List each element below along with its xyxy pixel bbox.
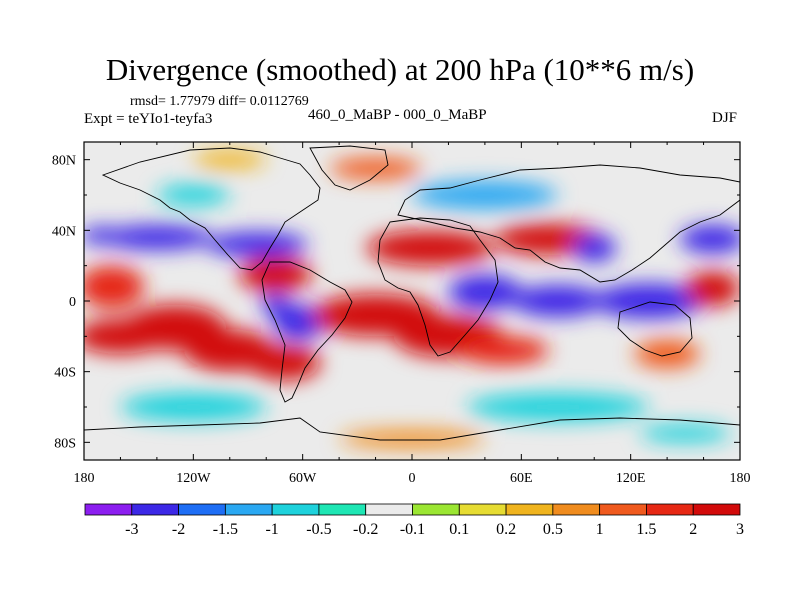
colorbar-label: -1.5 (213, 521, 238, 538)
field-blob-29 (639, 424, 731, 443)
field-blob-10 (248, 345, 321, 381)
coast-north-america (101, 147, 321, 271)
chart-title: Divergence (smoothed) at 200 hPa (10**6 … (105, 52, 695, 87)
colorbar-swatch (224, 503, 273, 516)
field-blob-4 (102, 225, 212, 250)
field-blob-17 (512, 285, 604, 317)
colorbar-swatch (318, 503, 367, 516)
y-tick-label: 40N (52, 224, 76, 239)
chart-subtitle: 460_0_MaBP - 000_0_MaBP (308, 107, 487, 123)
field-blob-25 (120, 392, 267, 422)
colorbar: -3 -2 -1.5 -1 -0.5 -0.2 -0.1 0.1 0.2 0.5 1 1.5 2 3 (84, 503, 744, 538)
colorbar-label: 0.5 (543, 521, 563, 538)
colorbar-swatch (646, 503, 694, 516)
x-tick-label: 180 (74, 471, 95, 486)
colorbar-label: -1 (265, 521, 278, 538)
colorbar-label: 2 (689, 521, 697, 538)
field-blob-6 (206, 232, 309, 257)
coast-greenland (309, 145, 389, 191)
colorbar-swatch (84, 503, 133, 516)
x-tick-label: 60E (510, 471, 533, 486)
x-tick-label: 180 (730, 471, 751, 486)
colorbar-swatch (412, 503, 460, 516)
colorbar-label: 0.2 (496, 521, 516, 538)
colorbar-label: 3 (736, 521, 744, 538)
y-tick-label: 80S (54, 436, 76, 451)
stats-line: rmsd= 1.77979 diff= 0.0112769 (130, 94, 309, 109)
field-blob-18 (594, 283, 704, 319)
colorbar-label: -0.2 (353, 521, 378, 538)
y-tick-label: 40S (54, 366, 76, 381)
field-blob-23 (156, 184, 230, 206)
heatmap-field (84, 142, 740, 460)
field-blob-21 (457, 336, 549, 365)
colorbar-label: 1 (596, 521, 604, 538)
field-blob-13 (366, 230, 494, 266)
colorbar-swatch (365, 503, 413, 516)
field-blob-22 (634, 339, 700, 369)
colorbar-label: 0.1 (449, 521, 469, 538)
field-blob-16 (448, 274, 522, 310)
y-axis: 80N 40N 0 40S 80S (52, 154, 740, 451)
colorbar-label: -3 (125, 521, 138, 538)
colorbar-label: -0.1 (400, 521, 425, 538)
x-tick-label: 60W (289, 471, 317, 486)
blob-group (84, 150, 740, 448)
coast-australia (617, 301, 693, 357)
colorbar-label: 1.5 (636, 521, 656, 538)
colorbar-swatch (178, 503, 226, 516)
colorbar-swatch (692, 503, 741, 516)
coast-antarctica (84, 417, 740, 441)
field-blob-30 (193, 150, 267, 169)
colorbar-label: -2 (172, 521, 185, 538)
y-tick-label: 80N (52, 154, 76, 169)
coastlines (84, 145, 740, 441)
colorbar-swatch (271, 503, 320, 516)
field-blob-5 (84, 226, 125, 245)
colorbar-swatch (505, 503, 554, 516)
x-tick-label: 0 (409, 471, 416, 486)
field-blob-0 (84, 265, 145, 309)
coast-eurasia (397, 164, 740, 283)
field-blob-27 (330, 157, 422, 180)
y-tick-label: 0 (69, 295, 76, 310)
field-blob-24 (412, 180, 558, 210)
experiment-label: Expt = teYIo1-teyfa3 (84, 111, 213, 127)
colorbar-swatch (131, 503, 179, 516)
field-blob-9 (273, 304, 325, 340)
colorbar-label: -0.5 (306, 521, 331, 538)
coast-south-america (261, 261, 353, 403)
colorbar-swatch (552, 503, 601, 516)
x-axis: 180 120W 60W 0 60E 120E 180 (74, 142, 751, 486)
field-blob-19 (679, 225, 740, 254)
field-blob-15 (572, 233, 617, 263)
colorbar-swatch (458, 503, 507, 516)
x-tick-label: 120W (176, 471, 211, 486)
x-tick-label: 120E (616, 471, 646, 486)
season-label: DJF (712, 110, 738, 126)
field-blob-20 (685, 270, 740, 307)
field-blob-28 (339, 429, 485, 448)
field-blob-26 (466, 392, 649, 422)
colorbar-swatch (599, 503, 647, 516)
